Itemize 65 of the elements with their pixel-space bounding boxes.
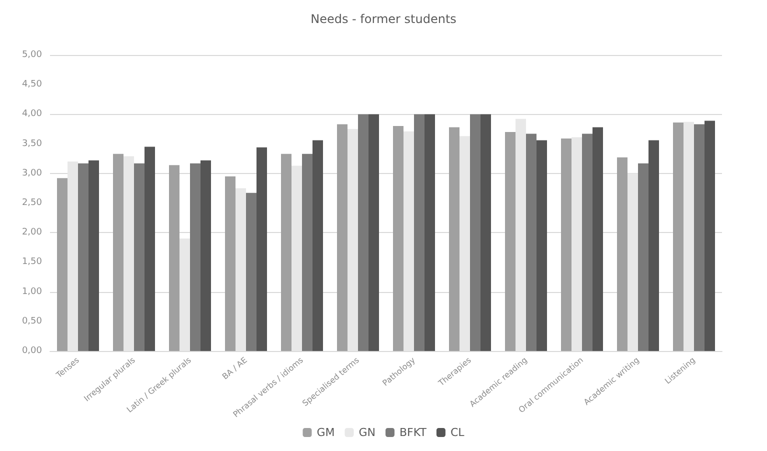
- y-tick-label: 2,50: [22, 198, 42, 208]
- bar: [536, 140, 547, 351]
- legend-label: GM: [316, 426, 335, 439]
- bar: [414, 114, 424, 351]
- bar: [337, 124, 348, 351]
- bar: [312, 140, 323, 351]
- bar: [582, 134, 592, 351]
- bar: [190, 163, 200, 351]
- bar: [480, 114, 491, 351]
- bar: [470, 114, 480, 351]
- y-tick-label: 4,50: [22, 80, 42, 90]
- bar: [88, 160, 99, 351]
- bar: [348, 129, 358, 351]
- bar: [628, 173, 638, 351]
- bar: [694, 124, 704, 351]
- bar: [368, 114, 379, 351]
- y-tick-label: 0,50: [22, 316, 42, 326]
- bar: [673, 122, 684, 351]
- bar: [225, 176, 236, 351]
- bar: [246, 192, 256, 351]
- legend-label: GN: [358, 426, 376, 439]
- bar: [617, 157, 628, 351]
- bar: [592, 127, 603, 351]
- bar: [169, 165, 180, 351]
- y-tick-label: 5,00: [22, 50, 42, 60]
- bar: [460, 136, 470, 351]
- bar: [638, 163, 648, 351]
- bar: [113, 154, 124, 351]
- chart-title: Needs - former students: [310, 12, 456, 26]
- bar: [684, 122, 694, 351]
- bar: [404, 131, 414, 351]
- bar: [516, 118, 526, 351]
- bar: [648, 140, 659, 351]
- bar: [561, 138, 572, 351]
- bar: [68, 162, 78, 351]
- bar: [393, 126, 404, 351]
- y-tick-label: 1,00: [22, 286, 42, 297]
- bar: [124, 156, 134, 351]
- legend-label: CL: [450, 426, 466, 439]
- y-tick-label: 0,00: [22, 346, 42, 356]
- bar: [572, 137, 582, 351]
- bar: [704, 120, 715, 351]
- y-tick-label: 3,00: [22, 168, 42, 178]
- bar: [281, 154, 292, 351]
- bar: [358, 114, 368, 351]
- bar: [236, 188, 246, 351]
- bar: [256, 147, 267, 351]
- y-tick-label: 1,50: [22, 257, 42, 268]
- bar: [200, 160, 211, 351]
- bar: [302, 154, 312, 351]
- bar: [78, 163, 88, 351]
- bar: [449, 127, 460, 351]
- bar: [57, 178, 68, 351]
- bar: [144, 146, 155, 351]
- legend-label: BFKT: [400, 426, 427, 439]
- bar: [526, 134, 536, 351]
- y-tick-label: 4,00: [22, 109, 42, 120]
- y-tick-label: 2,00: [22, 228, 42, 238]
- bar: [505, 132, 516, 351]
- bar: [424, 114, 435, 351]
- bar: [292, 166, 302, 351]
- y-tick-label: 3,50: [22, 138, 42, 149]
- bar: [134, 163, 144, 351]
- bar: [180, 238, 190, 351]
- x-tick-label: BA / AE: [220, 356, 249, 382]
